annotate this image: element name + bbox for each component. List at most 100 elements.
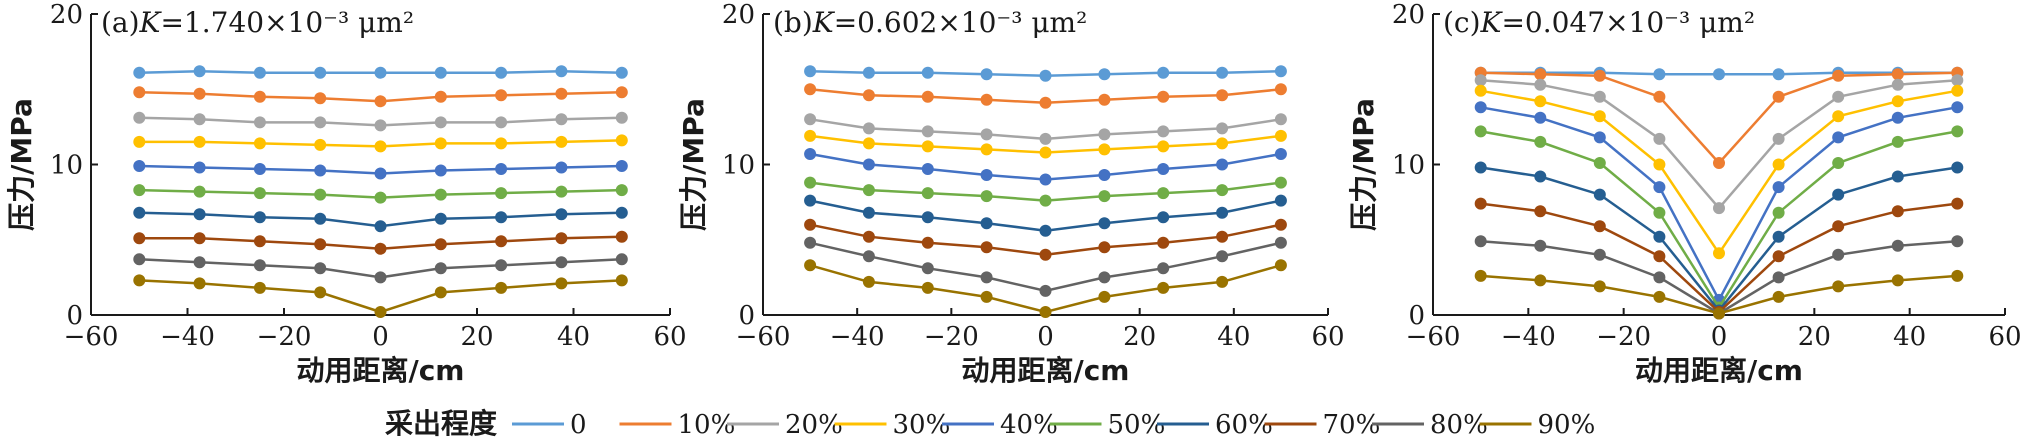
x-axis-title: 动用距离/cm <box>961 354 1129 387</box>
data-point <box>1772 250 1785 263</box>
series-20pct <box>804 113 1287 145</box>
data-point <box>434 238 447 251</box>
data-point <box>1891 68 1904 81</box>
x-tick-label: 40 <box>1217 322 1250 352</box>
data-point <box>1274 218 1287 231</box>
data-point <box>374 167 387 180</box>
data-point <box>1039 146 1052 159</box>
data-point <box>1593 280 1606 293</box>
data-point <box>1534 170 1547 183</box>
data-point <box>1039 306 1052 318</box>
data-point <box>1098 290 1111 303</box>
data-point <box>1832 110 1845 123</box>
data-point <box>253 187 266 200</box>
data-point <box>1274 83 1287 96</box>
data-point <box>1274 259 1287 272</box>
data-point <box>555 87 568 100</box>
data-point <box>374 119 387 132</box>
data-point <box>555 65 568 78</box>
data-point <box>434 286 447 299</box>
data-point <box>193 135 206 148</box>
data-point <box>1653 230 1666 243</box>
data-point <box>1593 157 1606 169</box>
series-50pct <box>804 176 1287 207</box>
data-point <box>555 208 568 221</box>
data-point <box>1534 68 1547 81</box>
data-point <box>374 242 387 255</box>
data-point <box>1653 68 1666 81</box>
data-point <box>1474 269 1487 282</box>
data-point <box>1098 271 1111 284</box>
data-point <box>1653 158 1666 171</box>
series-0 <box>133 65 628 79</box>
legend-label: 60% <box>1215 410 1273 440</box>
data-point <box>804 259 817 272</box>
data-point <box>1772 158 1785 171</box>
data-point <box>980 241 993 254</box>
data-point <box>1832 188 1845 201</box>
x-tick-label: −60 <box>736 322 791 352</box>
data-point <box>1832 220 1845 233</box>
y-tick-label: 0 <box>66 301 83 331</box>
data-point <box>615 111 628 124</box>
data-point <box>1274 129 1287 142</box>
chart-panel-c: −60 −40 −20 0 20 40 6001020动用距离/cm压力/MPa(c)K=0… <box>1347 0 2022 387</box>
data-point <box>133 184 146 197</box>
data-point <box>434 212 447 225</box>
x-tick-label: −40 <box>160 322 215 352</box>
y-tick-label: 10 <box>722 151 755 181</box>
data-point <box>862 122 875 135</box>
data-point <box>1891 205 1904 218</box>
data-point <box>1157 262 1170 275</box>
series-0 <box>804 65 1287 82</box>
legend-item: 50% <box>1049 410 1166 440</box>
data-point <box>495 187 508 200</box>
data-point <box>921 163 934 175</box>
data-point <box>1891 78 1904 91</box>
data-point <box>1832 157 1845 169</box>
data-point <box>862 137 875 150</box>
data-point <box>862 66 875 79</box>
y-tick-label: 0 <box>738 301 755 331</box>
data-point <box>1098 93 1111 106</box>
data-point <box>1832 248 1845 261</box>
data-point <box>804 218 817 231</box>
data-point <box>1098 128 1111 141</box>
data-point <box>1772 68 1785 81</box>
data-point <box>1216 230 1229 243</box>
y-axis-title: 压力/MPa <box>1347 98 1380 231</box>
data-point <box>1039 248 1052 261</box>
panel-title: (a)K=1.740×10⁻³ μm² <box>101 6 414 39</box>
x-tick-label: 60 <box>1988 322 2021 352</box>
data-point <box>1157 66 1170 79</box>
data-point <box>921 125 934 138</box>
data-point <box>314 66 327 79</box>
y-tick-label: 0 <box>1408 301 1425 331</box>
data-point <box>980 128 993 141</box>
data-point <box>804 236 817 249</box>
legend-item: 20% <box>727 410 843 440</box>
data-point <box>1653 90 1666 103</box>
data-point <box>133 232 146 245</box>
data-point <box>1274 194 1287 207</box>
legend-label: 50% <box>1108 410 1166 440</box>
data-point <box>1039 96 1052 109</box>
data-point <box>1772 271 1785 284</box>
data-point <box>1832 280 1845 293</box>
data-point <box>133 111 146 124</box>
data-point <box>1951 74 1964 87</box>
data-point <box>862 89 875 102</box>
data-point <box>434 164 447 177</box>
data-point <box>1891 95 1904 108</box>
data-point <box>980 93 993 106</box>
data-point <box>1891 135 1904 148</box>
data-point <box>1653 132 1666 145</box>
data-point <box>1891 170 1904 183</box>
x-tick-label: 40 <box>557 322 590 352</box>
data-point <box>1098 68 1111 81</box>
legend-items: 0 10% 20% 30% 40% 50% 60% 70% 80% 90% <box>512 410 1595 440</box>
data-point <box>1593 220 1606 233</box>
data-point <box>253 66 266 79</box>
x-tick-label: −20 <box>257 322 312 352</box>
data-point <box>980 290 993 303</box>
